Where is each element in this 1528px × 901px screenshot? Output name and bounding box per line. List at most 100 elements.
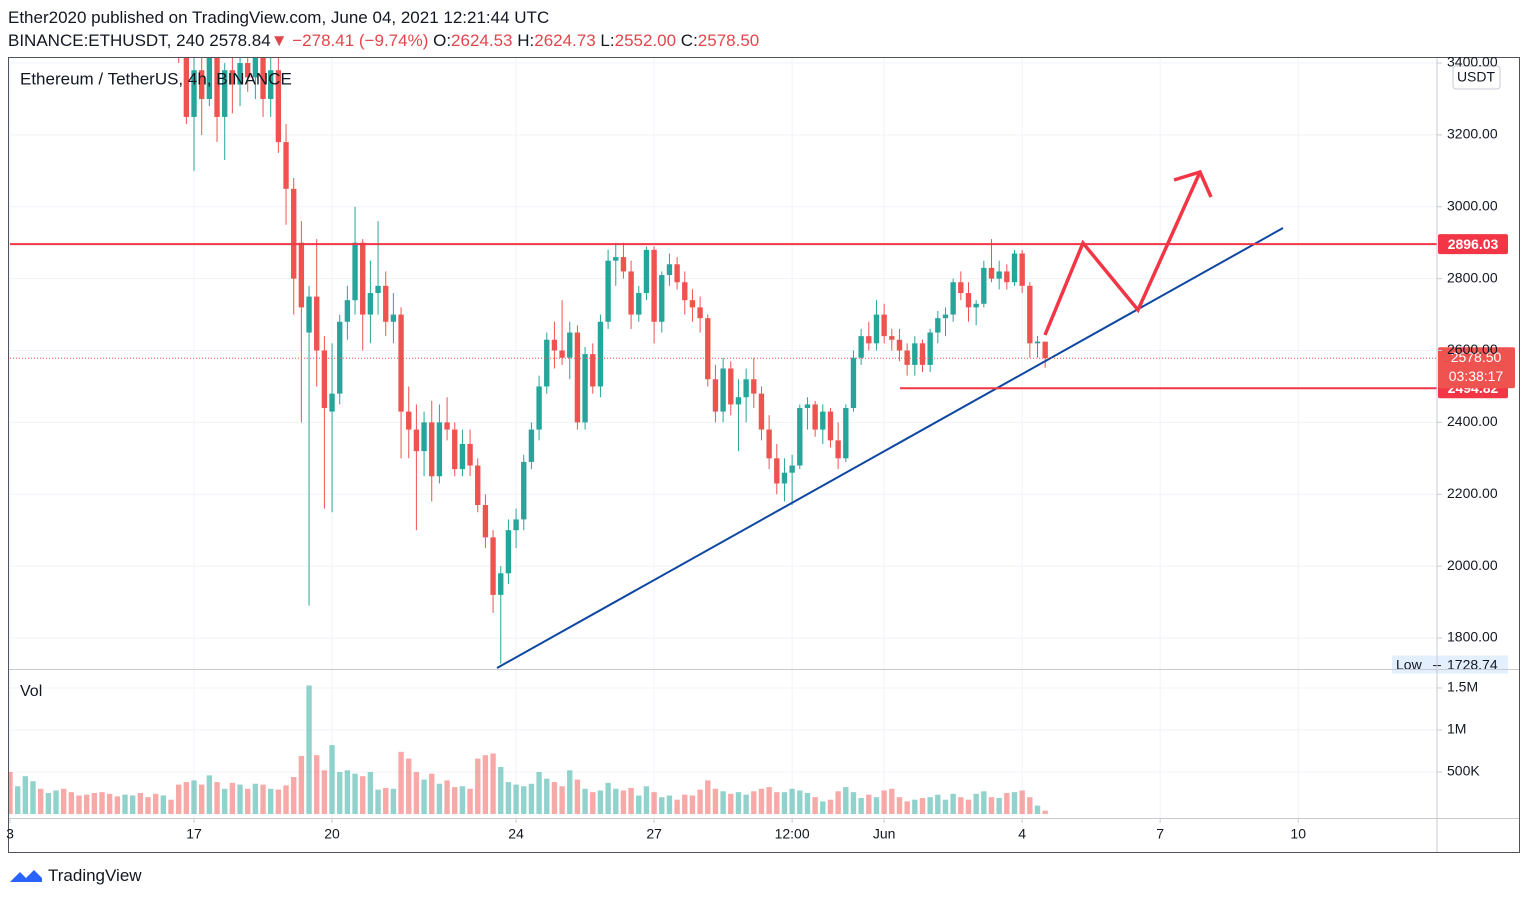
trend-line [496,227,1284,669]
candle-body [429,422,435,477]
candle-body [682,282,688,301]
volume-bar [735,792,742,814]
candle-body [774,458,780,484]
volume-bar [344,770,351,814]
change: −278.41 (−9.74%) [292,31,429,50]
volume-bar [229,782,236,814]
pane-title: Ethereum / TetherUS, 4h, BINANCE [20,69,292,88]
candle-body [413,429,420,452]
volume-bar [551,782,558,814]
volume-bar [130,795,136,814]
volume-bar [935,794,941,814]
y-tick-label: 1800.00 [1447,629,1498,645]
volume-bar [99,792,105,814]
volume-bar [858,798,864,814]
symbol: BINANCE:ETHUSDT, 240 [8,31,205,50]
volume-bar [896,797,903,814]
candle-body [352,242,358,301]
volume-bar [912,799,918,814]
volume-bar [413,771,420,814]
candle-body [260,58,266,99]
volume-bar [53,790,59,814]
volume-bar [83,794,90,814]
volume-bars [9,685,1048,814]
candle-body [1042,341,1048,359]
candle-body [536,386,542,430]
l: 2552.00 [614,31,677,50]
volume-bar [37,788,44,814]
candle-body [873,314,880,344]
candle-body [214,58,220,117]
volume-bar [567,770,573,814]
volume-tick-label: 1.5M [1447,679,1478,695]
volume-bar [76,795,82,814]
volume-bar [122,794,128,814]
candle-body [935,318,941,333]
candle-body [705,318,711,380]
candle-body [942,314,949,319]
candle-body [222,70,228,117]
candle-body [789,465,795,473]
brand: TradingView [48,866,142,885]
volume-bar [60,788,67,814]
y-tick-label: 2600.00 [1447,341,1498,357]
volume-bar [820,801,826,814]
candle-body [620,257,627,272]
low-label: 1728.74 [1447,656,1498,672]
candle-body [551,339,558,351]
candle-body [843,408,849,459]
last-price-label: 2578.50 [1451,349,1502,365]
candle-body [482,505,489,538]
candle-body [743,379,749,398]
volume-bar [398,751,404,814]
volume-bar [1019,790,1025,814]
volume-bar [574,779,581,814]
x-tick-label: 27 [646,826,662,842]
candle-body [827,411,834,441]
volume-bar [781,792,788,814]
candle-body [804,404,811,409]
candle-body [360,242,366,315]
x-tick-label: 24 [508,826,524,842]
candle-body [597,321,604,387]
x-tick-label: 10 [1290,826,1306,842]
candle-body [513,519,519,531]
y-tick-label: 2000.00 [1447,557,1498,573]
volume-bar [674,799,680,814]
volume-bar [789,788,795,814]
price-line-tag [1438,234,1508,255]
candle-body [367,293,374,315]
candle-body [582,354,588,423]
volume-bar [1004,792,1010,814]
candle-body [927,332,933,365]
volume-bar [145,797,151,814]
candle-body [344,300,351,322]
volume-bar [183,782,190,814]
candle-body [398,314,404,412]
volume-bar [421,779,427,814]
arrow: ▼ [270,31,288,50]
volume-bar [528,783,535,814]
candle-body [544,339,550,387]
candle-body [298,242,305,308]
volume-bar [613,788,619,814]
candle-body [781,472,788,484]
y-tick-label: 3000.00 [1447,197,1498,213]
candle-body [268,70,274,99]
volume-bar [697,789,703,814]
volume-bar [260,784,266,814]
candle-body [191,70,197,117]
candle-body [199,70,205,99]
candle-body [337,321,343,394]
volume-bar [406,758,412,814]
candle-body [950,282,956,315]
volume-bar [850,792,857,814]
candle-body [229,70,236,85]
candle-body [375,285,381,294]
volume-bar [68,792,75,814]
volume-bar [873,797,880,814]
volume-bar [383,787,389,814]
candle-body [996,271,1002,279]
volume-bar [973,793,979,814]
volume-bar [237,784,243,814]
